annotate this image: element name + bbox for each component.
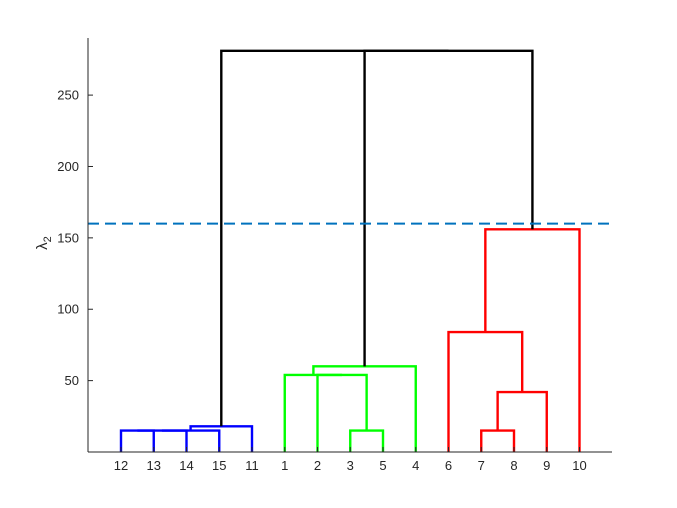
x-tick-label: 6 bbox=[445, 458, 452, 473]
x-tick-label: 9 bbox=[543, 458, 550, 473]
x-tick-label: 7 bbox=[478, 458, 485, 473]
y-tick-label: 50 bbox=[65, 373, 79, 388]
y-tick-label: 100 bbox=[57, 302, 79, 317]
x-tick-label: 15 bbox=[212, 458, 226, 473]
link-blue-green_red bbox=[220, 49, 449, 427]
y-ticks: 50 100 150 200 250 bbox=[57, 88, 93, 388]
link-7_8-9 bbox=[496, 390, 548, 452]
x-tick-label: 10 bbox=[572, 458, 586, 473]
x-tick-label: 2 bbox=[314, 458, 321, 473]
x-tick-label: 12 bbox=[114, 458, 128, 473]
x-tick-label: 13 bbox=[147, 458, 161, 473]
link-12_13-14 bbox=[137, 429, 188, 452]
x-tick-label: 8 bbox=[510, 458, 517, 473]
x-tick-label: 4 bbox=[412, 458, 419, 473]
link-1-2_3_5 bbox=[283, 373, 343, 452]
x-tick-label: 11 bbox=[245, 458, 259, 473]
link-green-red bbox=[363, 49, 534, 367]
x-tick-label: 5 bbox=[379, 458, 386, 473]
x-tick-label: 3 bbox=[347, 458, 354, 473]
x-tick-label: 1 bbox=[281, 458, 288, 473]
link-6_9-10 bbox=[484, 228, 581, 452]
link-1_2_3_5-4 bbox=[312, 365, 417, 452]
link-3-5 bbox=[349, 429, 385, 452]
dendrogram-links bbox=[119, 49, 581, 452]
link-7-8 bbox=[480, 429, 516, 452]
x-ticks: 12 13 14 15 11 1 2 3 5 4 6 7 8 9 10 bbox=[114, 447, 587, 473]
y-tick-label: 200 bbox=[57, 159, 79, 174]
y-tick-label: 150 bbox=[57, 230, 79, 245]
link-12-13 bbox=[119, 429, 155, 452]
link-12_13_14-15 bbox=[161, 429, 221, 452]
y-axis-label: λ2 bbox=[34, 236, 54, 250]
x-tick-label: 14 bbox=[179, 458, 193, 473]
y-tick-label: 250 bbox=[57, 88, 79, 103]
link-2-3_5 bbox=[316, 373, 368, 452]
link-6-7_8_9 bbox=[447, 330, 524, 452]
